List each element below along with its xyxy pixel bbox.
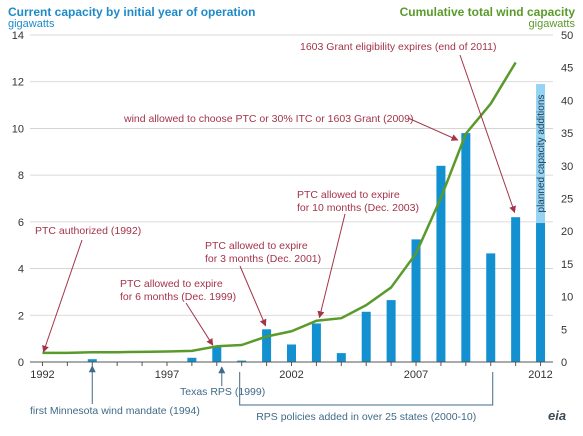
y-right-tick-label: 0 <box>561 357 567 369</box>
axes: 0 2 4 6 8 10 12 14 0 5 10 15 20 25 30 35 40 45 50 1992 1997 2… <box>12 30 574 381</box>
right-axis-title: Cumulative total wind capacity <box>399 5 575 19</box>
y-left-tick-label: 12 <box>12 77 24 89</box>
annotation-minnesota-mandate: first Minnesota wind mandate (1994) <box>30 405 200 417</box>
y-right-tick-label: 40 <box>561 95 573 107</box>
bar-2001 <box>262 329 272 362</box>
annotations: 1603 Grant eligibility expires (end of 2… <box>30 41 516 423</box>
annotation-ptc-expire-2001-line1: PTC allowed to expire <box>205 240 308 252</box>
bar-2007 <box>411 239 421 362</box>
y-right-tick-label: 20 <box>561 226 573 238</box>
rps-bracket <box>239 372 494 406</box>
bar-2004 <box>336 353 346 362</box>
y-right-tick-label: 15 <box>561 259 573 271</box>
right-axis-unit: gigawatts <box>528 18 575 30</box>
arrow-ptc-expire-2001 <box>239 265 267 327</box>
annotation-ptc-itc-choice: wind allowed to choose PTC or 30% ITC or… <box>123 113 413 125</box>
bar-2002 <box>287 344 296 362</box>
y-left-tick-label: 0 <box>18 357 24 369</box>
y-right-tick-label: 5 <box>561 324 567 336</box>
arrow-1603-grant <box>459 54 516 214</box>
y-right-tick-label: 25 <box>561 194 573 206</box>
bar-2003 <box>311 323 321 362</box>
y-left-tick-label: 10 <box>12 123 24 135</box>
annotation-ptc-expire-2001-line2: for 3 months (Dec. 2001) <box>205 253 321 265</box>
y-left-tick-label: 4 <box>18 264 24 276</box>
y-left-tick-label: 6 <box>18 217 24 229</box>
x-tick-label: 1997 <box>155 369 179 381</box>
y-left-tick-label: 2 <box>18 310 24 322</box>
gridlines <box>30 34 553 316</box>
bar-2010 <box>486 253 496 362</box>
arrow-ptc-expire-1999 <box>185 302 214 346</box>
eia-logo: eia <box>548 408 567 423</box>
y-right-tick-label: 45 <box>561 63 573 75</box>
annotation-ptc-expire-1999-line1: PTC allowed to expire <box>120 278 223 290</box>
y-left-tick-label: 8 <box>18 170 24 182</box>
bar-2011 <box>511 217 521 362</box>
bar-2006 <box>386 300 396 362</box>
annotation-ptc-expire-2003-line1: PTC allowed to expire <box>297 189 400 201</box>
bar-1994 <box>87 359 97 362</box>
y-right-tick-label: 35 <box>561 128 573 140</box>
left-axis-title: Current capacity by initial year of oper… <box>8 5 256 19</box>
x-tick-label: 2012 <box>528 369 552 381</box>
bar-2008 <box>436 165 446 362</box>
x-tick-label: 2002 <box>279 369 303 381</box>
cumulative-line <box>42 61 517 355</box>
bar-planned-additions <box>536 84 546 224</box>
arrow-ptc-itc-choice <box>407 117 459 141</box>
x-tick-label: 2007 <box>404 369 428 381</box>
annotation-1603-grant: 1603 Grant eligibility expires (end of 2… <box>300 41 497 53</box>
left-axis-unit: gigawatts <box>8 18 55 30</box>
bar-2000 <box>237 360 247 362</box>
x-tick-label: 1992 <box>30 369 54 381</box>
annotation-ptc-authorized: PTC authorized (1992) <box>35 225 141 237</box>
bar-series: planned capacity additions <box>37 84 547 362</box>
arrow-ptc-expire-2003 <box>317 213 346 319</box>
annotation-rps-policies: RPS policies added in over 25 states (20… <box>256 411 476 423</box>
planned-additions-label: planned capacity additions <box>536 95 547 213</box>
y-right-tick-label: 30 <box>561 161 573 173</box>
bar-2009 <box>461 133 471 362</box>
cumulative-capacity-line <box>42 61 517 355</box>
bar-1999 <box>212 346 222 362</box>
y-left-tick-label: 14 <box>12 30 24 42</box>
annotation-ptc-expire-1999-line2: for 6 months (Dec. 1999) <box>120 291 236 303</box>
bar-1998 <box>187 357 197 362</box>
annotation-texas-rps: Texas RPS (1999) <box>180 386 265 398</box>
bar-2005 <box>361 311 371 362</box>
y-right-tick-label: 10 <box>561 292 573 304</box>
bar-2012 <box>536 223 546 362</box>
arrow-ptc-authorized <box>42 239 83 353</box>
y-right-tick-label: 50 <box>561 30 573 42</box>
annotation-ptc-expire-2003-line2: for 10 months (Dec. 2003) <box>297 202 419 214</box>
